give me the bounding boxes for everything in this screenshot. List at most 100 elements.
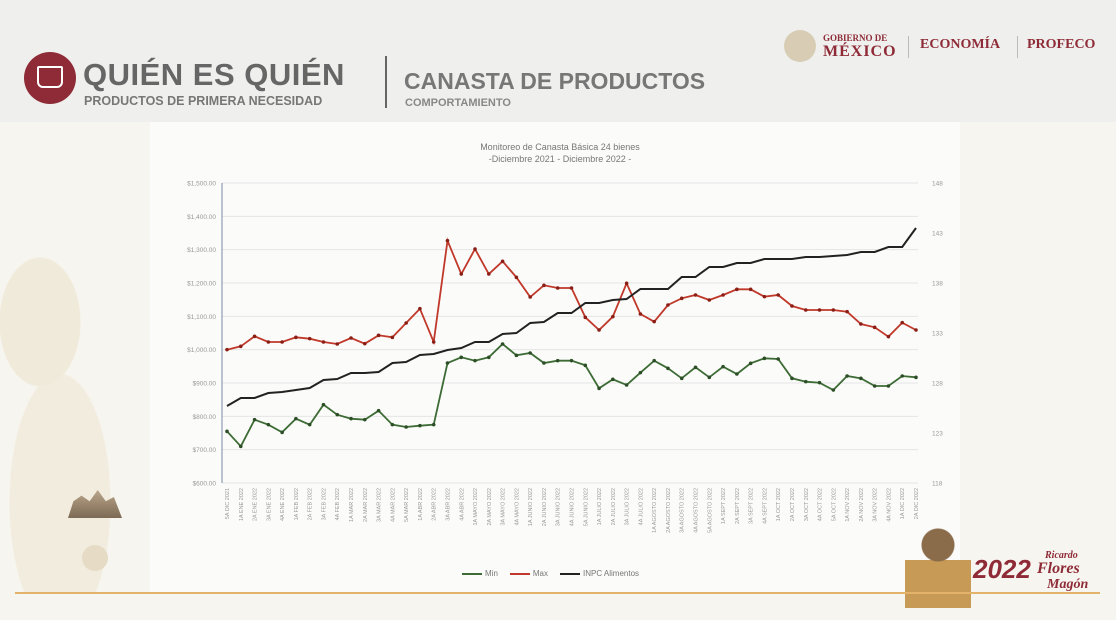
x-tick-label: 3A ABR 2022 [445,488,451,521]
data-point [638,312,643,316]
data-point [335,342,340,346]
gov-line2: MÉXICO [823,43,897,60]
data-point [886,384,891,388]
flores-magon-badge: 2022 Ricardo Flores Magón [905,520,1100,610]
legend-swatch [560,572,581,575]
x-tick-label: 4A MAR 2022 [390,488,396,522]
data-point [294,335,298,340]
x-tick-label: 2A MAR 2022 [363,488,369,522]
data-point [721,364,725,369]
y2-tick-label: 128 [932,381,943,388]
data-point [748,361,753,366]
data-point [418,306,422,311]
government-seal-icon [784,30,816,62]
y2-tick-label: 123 [932,431,943,438]
x-tick-label: 1A OCT 2022 [776,488,782,521]
legend-item-max: Max [509,569,549,578]
y-tick-label: $1,200.00 [187,281,216,288]
legend-label: INPC Alimentos [583,569,640,578]
x-tick-label: 1A JUNIO 2022 [528,488,534,526]
data-point [280,340,284,344]
data-point [776,357,780,361]
data-point [487,272,491,276]
divider [908,36,909,58]
x-tick-label: 1A JULIO 2022 [597,488,603,525]
y-tick-label: $1,300.00 [187,247,216,254]
data-point [735,287,739,292]
data-point [266,422,271,427]
data-point [473,247,477,251]
data-point [390,422,395,427]
y-tick-label: $1,400.00 [187,214,216,221]
x-tick-label: 3A MAYO 2022 [501,488,507,526]
data-point [817,308,822,312]
data-point [487,355,491,360]
data-point [238,444,243,449]
legend-swatch [462,572,482,575]
data-point [831,308,836,312]
x-tick-label: 2A NOV 2022 [859,488,865,522]
x-tick-label: 3A OCT 2022 [804,488,810,521]
data-point [597,386,601,391]
divider [385,56,387,108]
x-tick-label: 1A NOV 2022 [845,488,851,522]
data-point [445,361,450,365]
x-tick-label: 1A SEPT 2022 [721,488,727,524]
data-point [514,275,519,280]
data-point [831,388,836,392]
legend-swatch [509,572,530,575]
data-point [238,344,243,349]
x-tick-label: 4A OCT 2022 [818,488,824,521]
data-point [803,379,808,384]
data-point [900,320,905,325]
legend-label: Min [485,569,498,578]
data-point [845,309,849,314]
data-point [790,376,794,381]
data-point [390,335,395,340]
header: QUIÉN ES QUIÉN PRODUCTOS DE PRIMERA NECE… [0,0,1116,122]
x-tick-label: 1A ABR 2022 [418,488,424,521]
agency-economia: ECONOMÍA [920,37,1001,52]
x-tick-label: 2A DIC 2022 [914,488,920,519]
x-tick-label: 5A DIC 2021 [225,488,231,519]
x-tick-label: 4A ABR 2022 [459,488,465,521]
data-point [404,425,408,429]
data-point [349,416,353,421]
series-line-inpc-alimentos [226,227,917,407]
data-point [528,295,532,299]
data-point [294,416,298,421]
legend-label: Max [532,569,549,578]
data-point [790,304,794,308]
data-point [666,366,670,371]
data-point [225,347,229,352]
x-tick-label: 3A FEB 2022 [321,488,327,520]
data-point [886,334,891,339]
y2-tick-label: 118 [932,481,943,488]
x-tick-label: 2A ENE 2022 [253,488,259,521]
x-tick-label: 1A MAR 2022 [349,488,355,522]
x-tick-label: 5A OCT 2022 [831,488,837,521]
data-point [363,341,367,346]
gov-line1: GOBIERNO DE [823,33,888,43]
x-tick-label: 2A JULIO 2022 [611,488,617,525]
section-title: CANASTA DE PRODUCTOS [404,68,706,94]
data-point [376,333,381,338]
x-tick-label: 4A MAYO 2022 [514,488,520,526]
data-point [307,336,312,341]
legend-item-inpc: INPC Alimentos [560,569,639,578]
data-point [459,272,464,276]
y2-tick-label: 143 [932,231,943,238]
data-point [555,358,560,363]
data-point [349,336,353,340]
x-tick-label: 4A FEB 2022 [335,488,341,520]
data-point [638,370,643,375]
divider [1017,36,1018,58]
x-tick-label: 4A JULIO 2022 [638,488,644,525]
y-tick-label: $1,500.00 [187,181,216,188]
data-point [652,358,656,363]
y-tick-label: $700.00 [193,447,217,454]
data-point [404,321,408,325]
data-point [652,319,656,324]
x-tick-label: 3A NOV 2022 [873,488,879,522]
